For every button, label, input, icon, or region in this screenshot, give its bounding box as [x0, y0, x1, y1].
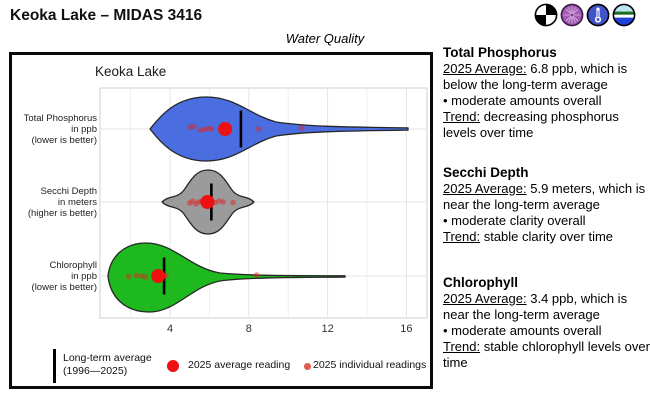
trend-text: decreasing phosphorus levels over time	[443, 109, 619, 140]
water-quality-chart: 4 8 12 16	[99, 87, 428, 335]
section-average: 2025 Average: 6.8 ppb, which is below th…	[443, 61, 650, 93]
y-label-line: (higher is better)	[27, 208, 97, 219]
long-term-average-label: Long-term average (1996—2025)	[63, 352, 152, 378]
average-label: 2025 Average:	[443, 291, 527, 306]
trend-label: Trend:	[443, 229, 481, 244]
chart-box: Keoka Lake 4 8 12 16 Total Phosphorus in pp…	[9, 52, 433, 389]
icon-row	[534, 3, 636, 27]
x-tick-label: 16	[400, 323, 412, 335]
long-term-average-key	[53, 349, 56, 383]
section-bullet: • moderate amounts overall	[443, 323, 602, 338]
section-bullet: • moderate clarity overall	[443, 213, 586, 228]
reading-dot-chlorophyll	[125, 273, 132, 280]
avg-dot-secchi-depth	[200, 195, 215, 209]
reading-dot-total-phosphorus	[299, 125, 305, 131]
section-title: Secchi Depth	[443, 165, 529, 180]
y-label-line: in ppb	[71, 271, 97, 282]
section-trend: Trend: stable clarity over time	[443, 229, 650, 245]
reading-dot-total-phosphorus	[190, 123, 197, 130]
legend-text-line: (1996—2025)	[63, 365, 128, 377]
section-average: 2025 Average: 5.9 meters, which is near …	[443, 181, 650, 213]
reading-dot-secchi-depth	[230, 199, 236, 206]
reading-dot-chlorophyll	[142, 274, 149, 280]
reading-dot-total-phosphorus	[255, 126, 262, 132]
y-label-line: (lower is better)	[31, 282, 97, 293]
secchi-disk-icon	[534, 3, 558, 27]
average-text: 3.4 ppb, which is near the long-term ave…	[443, 291, 628, 322]
section-trend: Trend: stable chlorophyll levels over ti…	[443, 339, 650, 371]
section-average: 2025 Average: 3.4 ppb, which is near the…	[443, 291, 650, 323]
x-tick-label: 8	[246, 323, 252, 335]
x-tick-label: 12	[321, 323, 333, 335]
section-total-phosphorus: Total Phosphorus 2025 Average: 6.8 ppb, …	[443, 44, 650, 141]
average-label: 2025 Average:	[443, 61, 527, 76]
y-label-line: in ppb	[71, 124, 97, 135]
avg-dot-chlorophyll	[151, 269, 166, 283]
trend-label: Trend:	[443, 339, 481, 354]
figure-title: Water Quality	[285, 31, 365, 46]
section-chlorophyll: Chlorophyll 2025 Average: 3.4 ppb, which…	[443, 274, 650, 371]
avg-dot-total-phosphorus	[218, 122, 233, 136]
violin-total-phosphorus	[149, 96, 409, 162]
thermometer-icon	[586, 3, 610, 27]
y-label-line: Total Phosphorus	[23, 113, 97, 124]
y-label-line: Secchi Depth	[40, 186, 97, 197]
violin-chlorophyll	[107, 242, 346, 313]
section-trend: Trend: decreasing phosphorus levels over…	[443, 109, 650, 141]
y-axis-label-total-phosphorus: Total Phosphorus in ppb (lower is better…	[12, 113, 97, 146]
y-label-line: (lower is better)	[31, 135, 97, 146]
chart-subtitle: Keoka Lake	[95, 64, 167, 79]
reading-dot-chlorophyll	[253, 272, 260, 278]
algae-icon	[560, 3, 584, 27]
reading-dot-total-phosphorus	[208, 126, 215, 132]
y-label-line: Chlorophyll	[49, 260, 97, 271]
lake-icon	[612, 3, 636, 27]
y-label-line: in meters	[57, 197, 97, 208]
average-text: 5.9 meters, which is near the long-term …	[443, 181, 646, 212]
section-bullet: • moderate amounts overall	[443, 93, 602, 108]
individual-readings-label: 2025 individual readings	[313, 359, 427, 371]
individual-readings-key	[304, 363, 311, 370]
trend-label: Trend:	[443, 109, 481, 124]
summary-panel: Total Phosphorus 2025 Average: 6.8 ppb, …	[443, 0, 650, 404]
reading-dot-chlorophyll	[133, 272, 140, 279]
section-title: Chlorophyll	[443, 275, 518, 290]
average-label: 2025 Average:	[443, 181, 527, 196]
page-title: Keoka Lake – MIDAS 3416	[10, 7, 203, 24]
trend-text: stable chlorophyll levels over time	[443, 339, 650, 370]
x-tick-label: 4	[167, 323, 173, 335]
section-title: Total Phosphorus	[443, 45, 557, 60]
average-reading-key	[167, 360, 179, 372]
y-axis-label-chlorophyll: Chlorophyll in ppb (lower is better)	[12, 260, 97, 293]
trend-text: stable clarity over time	[480, 229, 614, 244]
legend-text-line: Long-term average	[63, 352, 152, 364]
average-reading-label: 2025 average reading	[188, 359, 291, 371]
y-axis-label-secchi-depth: Secchi Depth in meters (higher is better…	[12, 186, 97, 219]
average-text: 6.8 ppb, which is below the long-term av…	[443, 61, 628, 92]
section-secchi-depth: Secchi Depth 2025 Average: 5.9 meters, w…	[443, 164, 650, 245]
reading-dot-secchi-depth	[220, 199, 226, 205]
